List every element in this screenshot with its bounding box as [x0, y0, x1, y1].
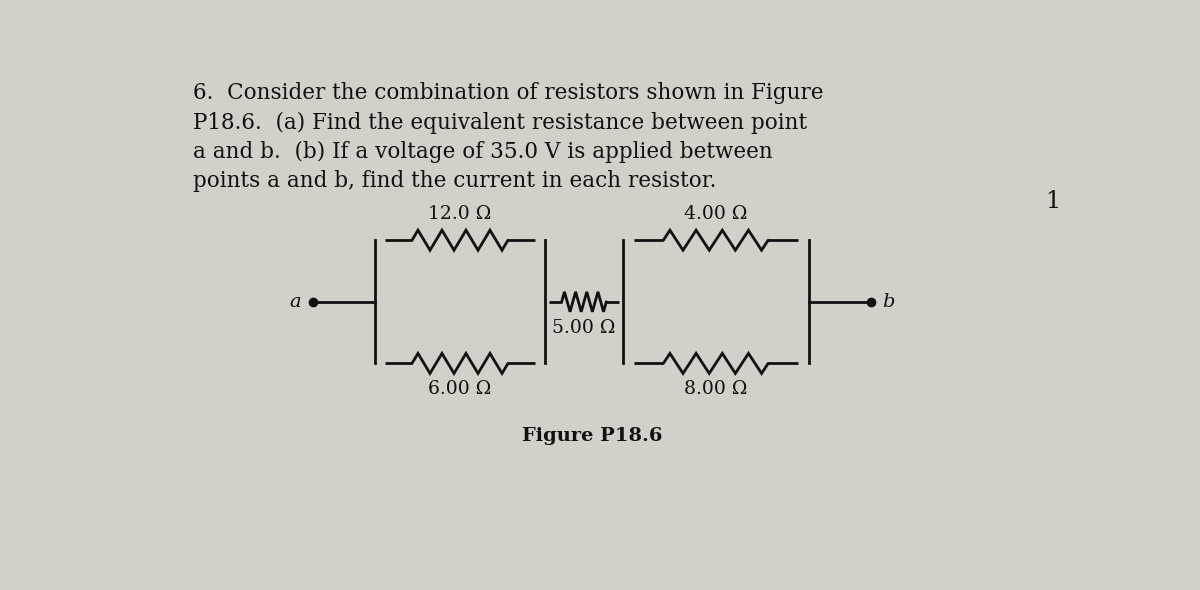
Text: 12.0 Ω: 12.0 Ω: [428, 205, 492, 223]
Text: b: b: [882, 293, 895, 311]
Text: 5.00 Ω: 5.00 Ω: [552, 319, 616, 337]
Text: points a and b, find the current in each resistor.: points a and b, find the current in each…: [193, 170, 716, 192]
Text: 6.00 Ω: 6.00 Ω: [428, 381, 492, 398]
Text: 1: 1: [1045, 190, 1061, 213]
Text: P18.6.  (a) Find the equivalent resistance between point: P18.6. (a) Find the equivalent resistanc…: [193, 112, 806, 134]
Text: 8.00 Ω: 8.00 Ω: [684, 381, 748, 398]
Text: a: a: [289, 293, 301, 311]
Text: 4.00 Ω: 4.00 Ω: [684, 205, 748, 223]
Text: 6.  Consider the combination of resistors shown in Figure: 6. Consider the combination of resistors…: [193, 83, 823, 104]
Text: a and b.  (b) If a voltage of 35.0 V is applied between: a and b. (b) If a voltage of 35.0 V is a…: [193, 141, 773, 163]
Text: Figure P18.6: Figure P18.6: [522, 427, 662, 444]
